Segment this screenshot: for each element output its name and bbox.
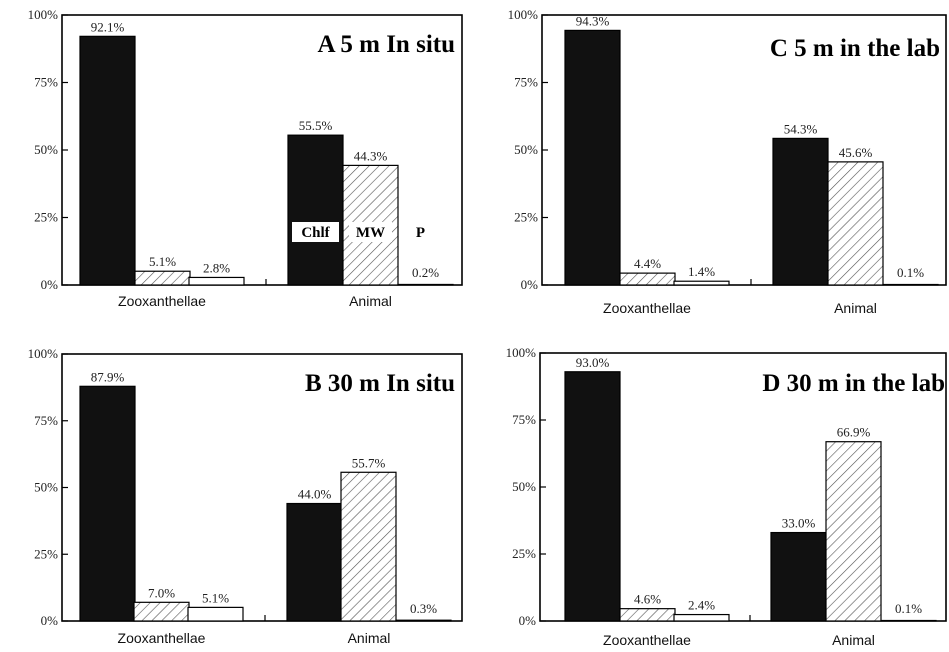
legend-chlf: Chlf: [301, 225, 330, 241]
bar-mw-animal: [340, 471, 397, 622]
bar-mw-zooxanthellae: [619, 608, 676, 622]
y-tick-label: 50%: [512, 479, 536, 494]
chart-title: B 30 m In situ: [305, 370, 455, 397]
y-tick-label: 0%: [41, 277, 59, 292]
data-label: 44.3%: [354, 148, 388, 163]
x-tick-label: Animal: [349, 293, 392, 309]
bar-chlf-zooxanthellae: [79, 385, 136, 622]
y-tick-label: 100%: [28, 7, 59, 22]
panel-d: 0% 25% 50% 75% 100% 93.0% 4.6% 2.4% 33.0% 66.9% 0.…: [506, 345, 947, 648]
data-label: 94.3%: [576, 13, 610, 28]
data-label: 4.6%: [634, 592, 661, 607]
chart-title: A 5 m In situ: [317, 31, 455, 58]
y-tick-label: 25%: [512, 546, 536, 561]
panel-b: 0% 25% 50% 75% 100% 87.9% 7.0% 5.1% 44.0% 55.7% 0.…: [28, 346, 463, 646]
y-tick-label: 100%: [506, 345, 537, 360]
data-label: 87.9%: [91, 369, 125, 384]
legend-mw: MW: [356, 225, 385, 241]
data-label: 92.1%: [91, 19, 125, 34]
y-tick-label: 75%: [512, 412, 536, 427]
bar-mw-zooxanthellae: [619, 272, 676, 286]
bar-p-animal: [882, 283, 939, 286]
bar-chlf-animal: [286, 502, 343, 622]
bar-chlf-zooxanthellae: [79, 35, 136, 286]
y-tick-label: 25%: [34, 210, 58, 225]
data-label: 5.1%: [202, 590, 229, 605]
data-label: 7.0%: [148, 585, 175, 600]
bar-chlf-animal: [772, 137, 829, 286]
y-tick-label: 25%: [34, 546, 58, 561]
y-tick-label: 75%: [34, 413, 58, 428]
bar-p-zooxanthellae: [188, 276, 245, 286]
legend-chlf-box: [292, 222, 339, 242]
data-label: 2.8%: [203, 260, 230, 275]
data-label: 0.3%: [410, 601, 437, 616]
x-tick-label: Animal: [834, 300, 877, 316]
data-label: 45.6%: [839, 145, 873, 160]
data-label: 0.2%: [412, 265, 439, 280]
y-tick-label: 25%: [514, 210, 538, 225]
legend-p: P: [416, 225, 425, 241]
x-tick-label: Zooxanthellae: [603, 632, 691, 648]
data-label: 4.4%: [634, 256, 661, 271]
data-label: 55.7%: [352, 455, 386, 470]
x-tick-label: Animal: [348, 630, 391, 646]
bar-mw-zooxanthellae: [134, 270, 191, 286]
bar-p-animal: [397, 283, 454, 286]
bar-mw-animal: [825, 441, 882, 622]
bar-p-animal: [395, 619, 452, 622]
y-tick-label: 50%: [34, 142, 58, 157]
y-tick-label: 0%: [41, 613, 59, 628]
y-tick-label: 100%: [508, 7, 539, 22]
chart-title: D 30 m in the lab: [762, 370, 945, 397]
data-label: 66.9%: [837, 425, 871, 440]
panel-a: 0% 25% 50% 75% 100% 92.1% 5.1% 2.8% 55.5% 44.3% 0.…: [28, 7, 463, 309]
bar-chlf-zooxanthellae: [564, 29, 621, 286]
data-label: 2.4%: [688, 598, 715, 613]
bar-mw-zooxanthellae: [133, 601, 190, 622]
data-label: 93.0%: [576, 355, 610, 370]
data-label: 33.0%: [782, 516, 816, 531]
x-tick-label: Zooxanthellae: [118, 630, 206, 646]
bar-p-animal: [880, 619, 937, 622]
bar-p-zooxanthellae: [187, 606, 244, 622]
x-tick-label: Zooxanthellae: [118, 293, 206, 309]
x-tick-label: Zooxanthellae: [603, 300, 691, 316]
y-tick-label: 50%: [34, 480, 58, 495]
data-label: 44.0%: [298, 487, 332, 502]
data-label: 0.1%: [895, 601, 922, 616]
data-label: 54.3%: [784, 121, 818, 136]
data-label: 0.1%: [897, 265, 924, 280]
bar-p-zooxanthellae: [673, 613, 730, 622]
data-label: 1.4%: [688, 264, 715, 279]
y-tick-label: 0%: [521, 277, 539, 292]
y-tick-label: 100%: [28, 346, 59, 361]
bar-chlf-zooxanthellae: [564, 371, 621, 622]
data-label: 5.1%: [149, 254, 176, 269]
y-tick-label: 75%: [34, 75, 58, 90]
y-tick-label: 0%: [519, 613, 537, 628]
bar-chlf-animal: [287, 134, 344, 286]
data-label: 55.5%: [299, 118, 333, 133]
chart-title: C 5 m in the lab: [770, 35, 940, 62]
bar-chlf-animal: [770, 531, 827, 622]
y-tick-label: 75%: [514, 75, 538, 90]
x-tick-label: Animal: [832, 632, 875, 648]
y-tick-label: 50%: [514, 142, 538, 157]
panel-c: 0% 25% 50% 75% 100% 94.3% 4.4% 1.4% 54.3% 45.6% 0.…: [508, 7, 947, 316]
legend-mw-box: [349, 222, 392, 242]
bar-p-zooxanthellae: [673, 280, 730, 286]
bar-mw-animal: [827, 161, 884, 286]
